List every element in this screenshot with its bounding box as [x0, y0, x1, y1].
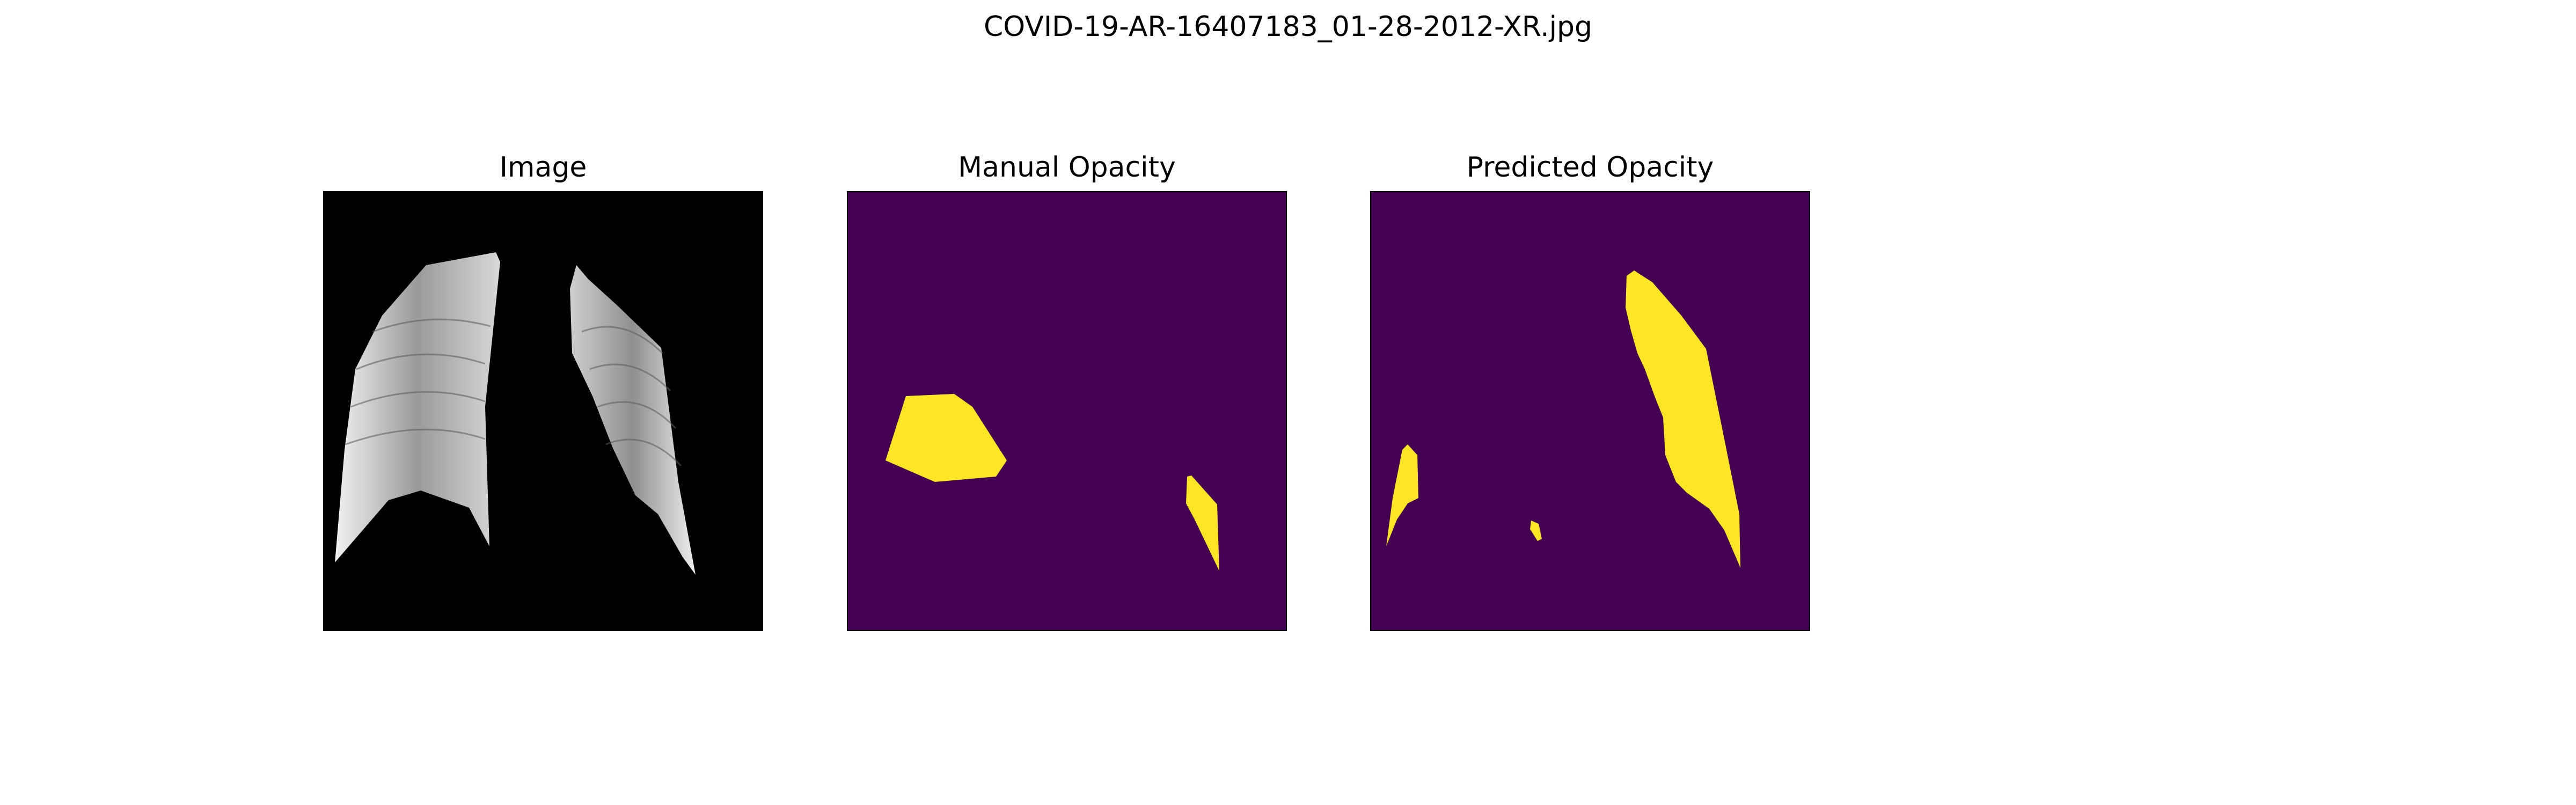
mask-background [1371, 192, 1809, 630]
manual-mask-frame [847, 191, 1287, 631]
panel-title-manual-opacity: Manual Opacity [958, 151, 1176, 184]
image-frame [323, 191, 763, 631]
panel-title-image: Image [499, 151, 587, 184]
panel-manual-opacity: Manual Opacity [847, 150, 1287, 631]
panel-image: Image [323, 150, 763, 631]
right-lung-region [570, 265, 696, 575]
predicted-mask [1371, 192, 1809, 630]
panel-predicted-opacity: Predicted Opacity [1370, 150, 1810, 631]
predicted-opacity-region-right [1626, 270, 1740, 568]
rib-lines [345, 318, 682, 467]
manual-opacity-region-right [1186, 475, 1219, 571]
xray-image [324, 192, 762, 630]
figure-title: COVID-19-AR-16407183_01-28-2012-XR.jpg [983, 11, 1593, 43]
manual-opacity-region-left [885, 394, 1007, 482]
predicted-mask-frame [1370, 191, 1810, 631]
predicted-opacity-region-left [1386, 444, 1418, 546]
manual-mask [848, 192, 1286, 630]
predicted-opacity-region-small [1530, 521, 1542, 541]
panel-title-predicted-opacity: Predicted Opacity [1466, 151, 1714, 184]
